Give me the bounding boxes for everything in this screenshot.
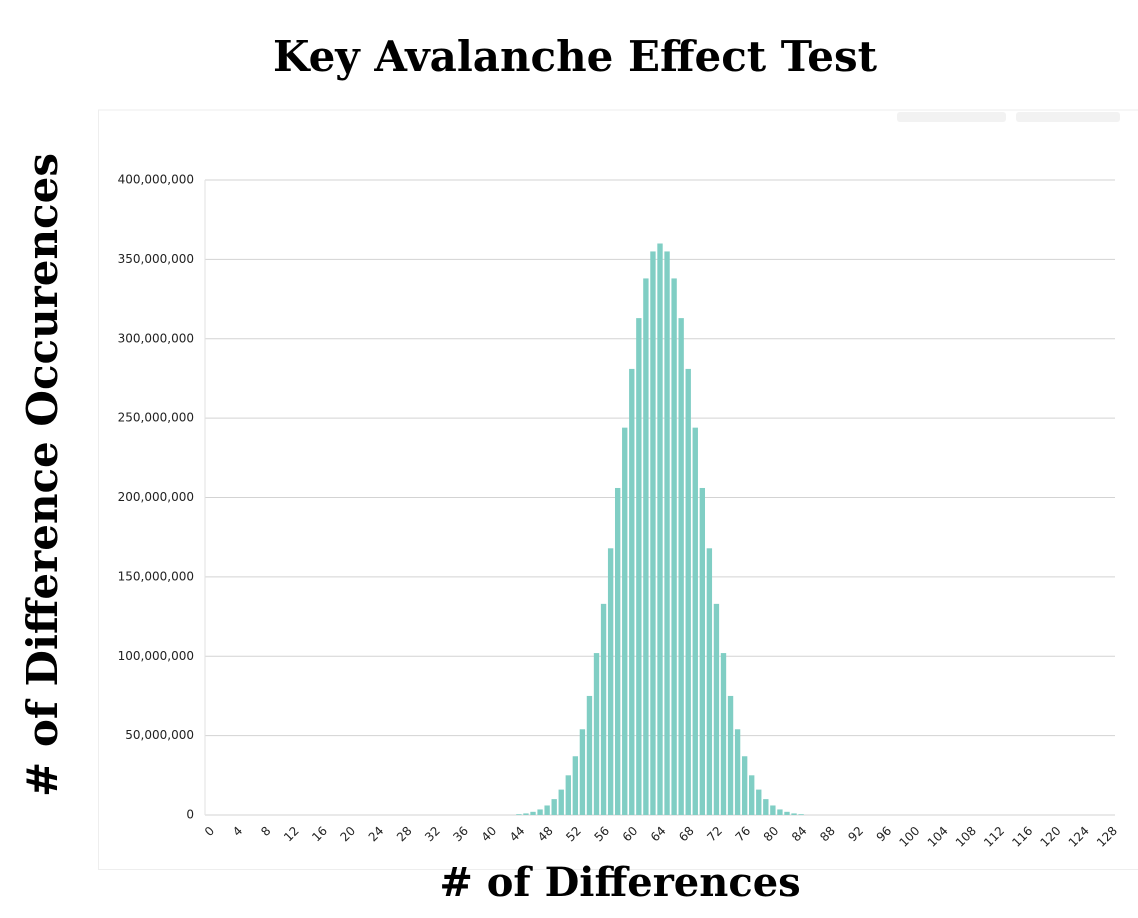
bar xyxy=(763,799,769,815)
bar xyxy=(551,799,557,815)
y-tick-label: 200,000,000 xyxy=(118,490,194,504)
chart-title: Key Avalanche Effect Test xyxy=(273,32,878,81)
y-tick-label: 300,000,000 xyxy=(118,331,194,345)
bar xyxy=(650,251,656,815)
bar xyxy=(657,243,663,815)
bar xyxy=(685,368,691,815)
bar xyxy=(558,789,564,815)
bar xyxy=(699,487,706,815)
bar xyxy=(537,809,543,815)
bar xyxy=(629,368,635,815)
toolbar-button[interactable] xyxy=(1016,112,1120,122)
bar xyxy=(565,775,571,815)
toolbar-button[interactable] xyxy=(897,112,1006,122)
y-tick-label: 100,000,000 xyxy=(118,649,194,663)
bar xyxy=(530,811,536,815)
bar xyxy=(791,813,797,815)
bar xyxy=(516,814,522,815)
bar xyxy=(713,603,720,815)
y-tick-label: 350,000,000 xyxy=(118,252,194,266)
bar xyxy=(756,789,762,815)
bar xyxy=(720,653,727,815)
bar xyxy=(664,251,670,815)
y-axis-label: # of Difference Occurences xyxy=(18,153,67,797)
bar xyxy=(678,318,684,815)
bar xyxy=(727,695,734,815)
bar xyxy=(607,548,614,815)
bar xyxy=(523,813,529,815)
bar xyxy=(643,278,649,815)
bar xyxy=(749,775,755,815)
bar xyxy=(671,278,677,815)
bar xyxy=(636,318,642,815)
bar xyxy=(692,427,698,815)
bar xyxy=(544,805,550,815)
bar xyxy=(579,729,586,815)
bar xyxy=(706,548,713,815)
bar xyxy=(586,695,593,815)
bar xyxy=(593,653,600,815)
x-axis-label: # of Differences xyxy=(439,859,800,906)
bar xyxy=(572,756,579,815)
y-tick-label: 400,000,000 xyxy=(118,173,194,187)
y-tick-label: 0 xyxy=(186,808,194,822)
bar xyxy=(777,809,783,815)
bar xyxy=(741,756,748,815)
bar xyxy=(734,729,741,815)
bar xyxy=(770,805,776,815)
bar xyxy=(614,487,621,815)
bar xyxy=(600,603,607,815)
bar xyxy=(784,811,790,815)
y-tick-label: 250,000,000 xyxy=(118,411,194,425)
bar xyxy=(622,427,628,815)
y-tick-label: 150,000,000 xyxy=(118,569,194,583)
bar xyxy=(798,814,804,815)
y-tick-label: 50,000,000 xyxy=(125,728,194,742)
